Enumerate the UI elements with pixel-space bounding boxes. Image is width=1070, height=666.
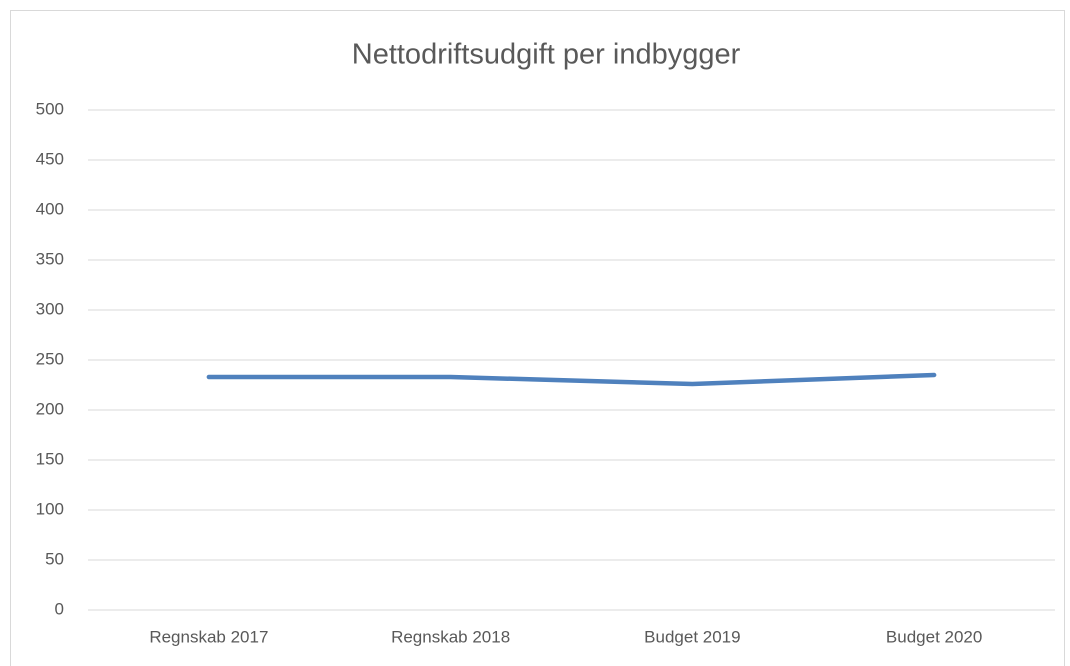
y-tick-label: 100 <box>36 499 64 518</box>
y-tick-label: 450 <box>36 149 64 168</box>
y-tick-label: 350 <box>36 249 64 268</box>
y-tick-label: 0 <box>55 599 64 618</box>
y-tick-label: 300 <box>36 299 64 318</box>
chart-border <box>10 10 1065 666</box>
y-tick-label: 400 <box>36 199 64 218</box>
x-tick-label: Budget 2019 <box>644 627 740 646</box>
x-tick-label: Regnskab 2018 <box>391 627 510 646</box>
x-tick-label: Budget 2020 <box>886 627 982 646</box>
y-tick-label: 150 <box>36 449 64 468</box>
y-tick-label: 500 <box>36 99 64 118</box>
x-tick-label: Regnskab 2017 <box>149 627 268 646</box>
line-series <box>206 372 937 387</box>
chart-title: Nettodriftsudgift per indbygger <box>352 39 741 71</box>
y-tick-label: 50 <box>45 549 64 568</box>
y-tick-label: 200 <box>36 399 64 418</box>
y-tick-label: 250 <box>36 349 64 368</box>
